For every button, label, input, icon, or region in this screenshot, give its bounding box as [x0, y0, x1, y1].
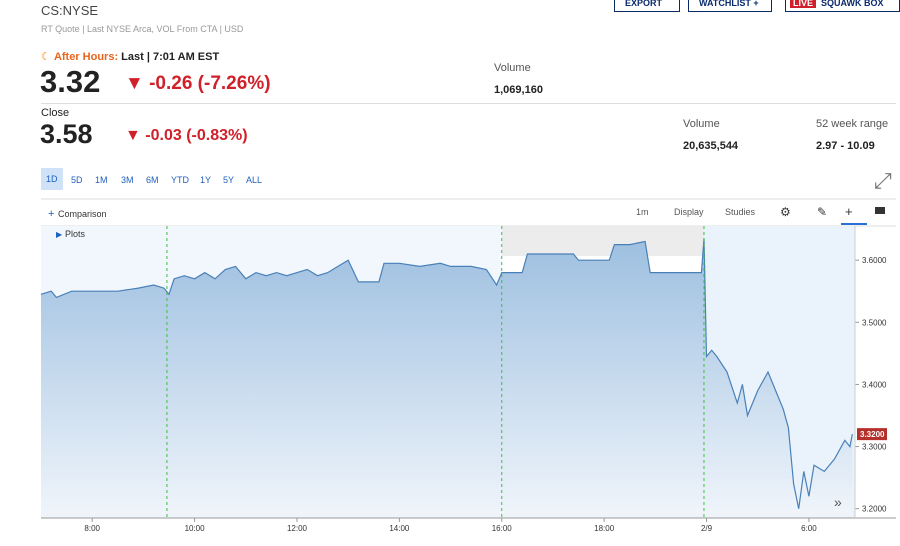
- range-tab[interactable]: 1D: [41, 168, 63, 190]
- y-tick-label: 3.6000: [862, 256, 887, 265]
- ah-change-text: -0.26 (-7.26%): [149, 73, 271, 94]
- x-tick-label: 2/9: [701, 524, 713, 533]
- area: [41, 238, 853, 518]
- comment-icon[interactable]: [875, 207, 885, 214]
- x-tick-label: 8:00: [84, 524, 100, 533]
- label: WATCHLIST: [699, 0, 751, 8]
- close-volume: 20,635,544: [683, 140, 739, 152]
- after-hours-bg: [703, 226, 855, 518]
- range-tab[interactable]: 5Y: [223, 175, 235, 185]
- comparison[interactable]: Comparison: [58, 209, 107, 219]
- x-tick-label: 10:00: [185, 524, 206, 533]
- close-label: Close: [41, 107, 70, 119]
- label: SQUAWK BOX: [821, 0, 884, 8]
- y-tick-label: 3.2000: [862, 505, 887, 514]
- expand-icon[interactable]: ⤢: [874, 168, 892, 193]
- ah-volume: 1,069,160: [494, 84, 543, 96]
- range: 2.97 - 10.09: [816, 140, 875, 152]
- x-tick-label: 16:00: [492, 524, 513, 533]
- watchlist-button[interactable]: WATCHLIST +: [688, 0, 772, 12]
- y-tick-label: 3.5000: [862, 318, 887, 327]
- range-tab[interactable]: YTD: [171, 175, 189, 185]
- after-hours: ☾ After Hours: Last | 7:01 AM EST: [41, 51, 220, 63]
- divider: [41, 103, 896, 104]
- scroll-icon[interactable]: »: [834, 494, 842, 510]
- range-tab[interactable]: ALL: [246, 175, 263, 185]
- export-button[interactable]: EXPORT: [614, 0, 680, 12]
- x-tick-label: 14:00: [389, 524, 410, 533]
- close-volume-label: Volume: [683, 118, 720, 130]
- close-change: ▼ -0.03 (-0.83%): [125, 127, 248, 144]
- range-label: 52 week range: [816, 118, 889, 130]
- live: LIVE: [790, 0, 817, 8]
- range-tab[interactable]: 3M: [121, 175, 134, 185]
- range-tab[interactable]: 6M: [146, 175, 159, 185]
- ah-volume-label: Volume: [494, 62, 531, 74]
- display[interactable]: Display: [674, 207, 704, 217]
- price-line: [40, 238, 853, 509]
- ah-change: ▼ -0.26 (-7.26%): [125, 73, 271, 94]
- symbol: CS:NYSE: [41, 3, 99, 18]
- close-change-text: -0.03 (-0.83%): [145, 127, 248, 144]
- plus[interactable]: +: [48, 208, 54, 220]
- premarket-band: [501, 226, 704, 256]
- price-tag-label: 3.3200: [860, 430, 885, 439]
- range-tab[interactable]: 1M: [95, 175, 108, 185]
- draw-icon[interactable]: ✎: [817, 205, 827, 219]
- subtitle: RT Quote | Last NYSE Arca, VOL From CTA …: [41, 24, 244, 34]
- price-tag: [857, 428, 887, 441]
- range-tab[interactable]: 5D: [71, 175, 83, 185]
- ah-price: 3.32: [40, 64, 101, 99]
- interval[interactable]: 1m: [636, 207, 649, 217]
- after-hours-time: Last | 7:01 AM EST: [121, 51, 220, 63]
- plots-arrow[interactable]: ▶: [56, 230, 63, 239]
- crosshair-icon[interactable]: +: [845, 204, 853, 219]
- x-tick-label: 6:00: [801, 524, 817, 533]
- x-tick-label: 12:00: [287, 524, 308, 533]
- settings-icon[interactable]: ⚙: [780, 205, 791, 219]
- y-tick-label: 3.3000: [862, 443, 887, 452]
- y-tick-label: 3.4000: [862, 380, 887, 389]
- regular-bg: [41, 226, 502, 518]
- after-hours-label: After Hours:: [53, 51, 119, 63]
- range-tab[interactable]: 1Y: [200, 175, 212, 185]
- label: EXPORT: [625, 0, 663, 8]
- studies[interactable]: Studies: [725, 207, 756, 217]
- plots[interactable]: Plots: [65, 229, 86, 239]
- x-tick-label: 18:00: [594, 524, 615, 533]
- close-price: 3.58: [40, 119, 93, 149]
- squawk-button[interactable]: LIVE SQUAWK BOX: [785, 0, 900, 12]
